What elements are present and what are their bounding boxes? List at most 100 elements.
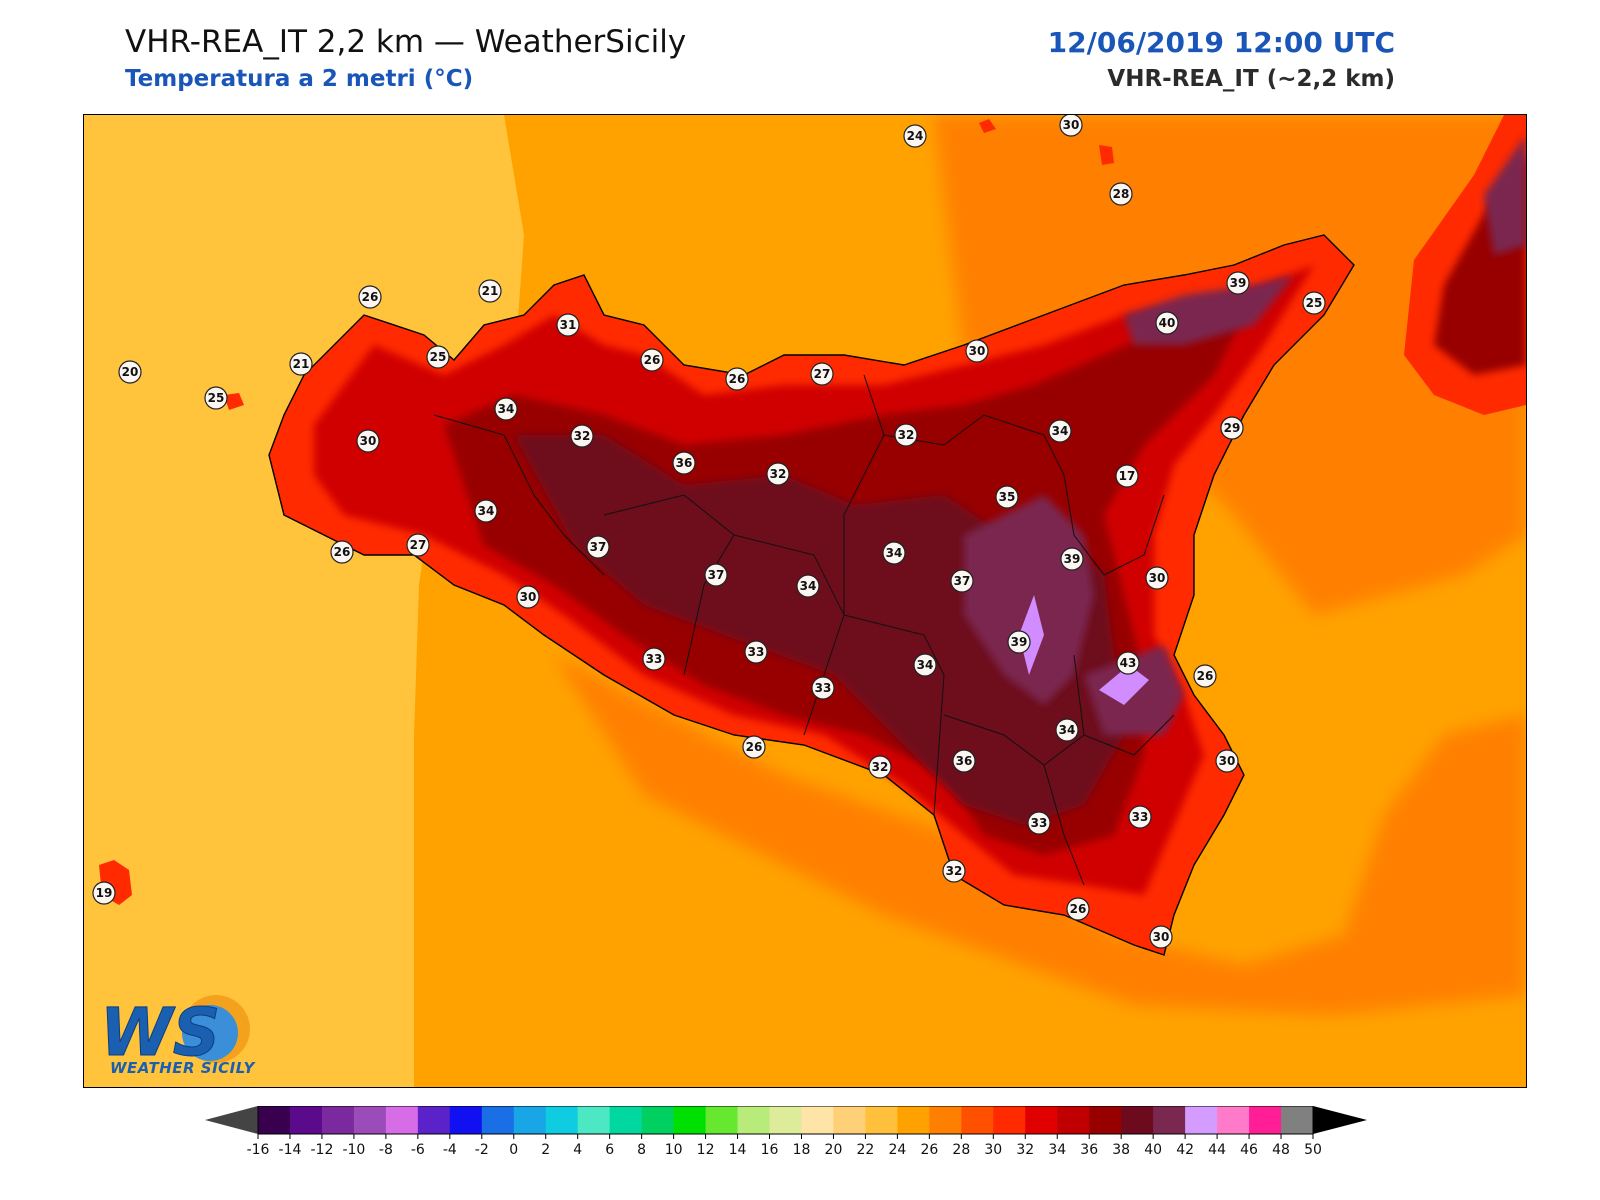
station-marker: 36 (672, 451, 696, 475)
station-value: 28 (1113, 187, 1130, 201)
colorbar-tick-label: 4 (573, 1142, 582, 1158)
colorbar-cell (577, 1106, 611, 1134)
peak-heat-iblei (1099, 665, 1149, 705)
colorbar-cell (513, 1106, 547, 1134)
station-value: 25 (430, 350, 447, 364)
station-marker: 17 (1115, 464, 1139, 488)
station-marker: 32 (766, 462, 790, 486)
colorbar-tick-label: 18 (793, 1142, 811, 1158)
colorbar-over-arrow (1313, 1106, 1367, 1134)
station-value: 30 (520, 590, 537, 604)
colorbar-cell (1057, 1106, 1090, 1134)
station-value: 26 (334, 545, 351, 559)
colorbar-tick-label: 0 (509, 1142, 518, 1158)
station-marker: 33 (642, 647, 666, 671)
station-marker: 26 (330, 540, 354, 564)
colorbar-cell (385, 1106, 419, 1134)
station-value: 17 (1119, 469, 1136, 483)
station-marker: 25 (1302, 291, 1326, 315)
station-marker: 21 (289, 352, 313, 376)
station-value: 31 (560, 318, 577, 332)
station-marker: 26 (742, 735, 766, 759)
station-marker: 28 (1109, 182, 1133, 206)
station-value: 37 (708, 568, 725, 582)
colorbar-tick-label: 50 (1304, 1142, 1322, 1158)
station-marker: 30 (1059, 115, 1083, 137)
station-value: 33 (748, 645, 765, 659)
station-value: 30 (1219, 754, 1236, 768)
colorbar-cell (833, 1106, 866, 1134)
map-title: VHR-REA_IT 2,2 km — WeatherSicily (125, 24, 687, 60)
station-marker: 40 (1155, 311, 1179, 335)
colorbar-cell (1153, 1106, 1186, 1134)
colorbar-tick-label: 46 (1240, 1142, 1258, 1158)
colorbar-cell (673, 1106, 707, 1134)
logo-text: WEATHER SICILY (110, 1059, 255, 1077)
station-value: 25 (1306, 296, 1323, 310)
station-marker: 26 (640, 348, 664, 372)
station-marker: 39 (1060, 547, 1084, 571)
colorbar-tick-label: 20 (825, 1142, 843, 1158)
island-aeolian-2 (979, 119, 996, 133)
station-marker: 24 (903, 124, 927, 148)
station-marker: 30 (1215, 749, 1239, 773)
station-value: 34 (498, 402, 515, 416)
colorbar-tick-label: 48 (1272, 1142, 1290, 1158)
station-value: 37 (590, 540, 607, 554)
colorbar-cell (1217, 1106, 1250, 1134)
station-marker: 30 (356, 429, 380, 453)
colorbar-cell (1121, 1106, 1154, 1134)
station-marker: 34 (913, 653, 937, 677)
station-marker: 20 (118, 360, 142, 384)
station-value: 26 (362, 290, 379, 304)
station-value: 36 (676, 456, 693, 470)
station-value: 27 (814, 367, 831, 381)
model-name: VHR-REA_IT (~2,2 km) (1107, 66, 1395, 92)
coastline (268, 234, 1355, 956)
calabria-max (1484, 135, 1526, 255)
colorbar-cell (865, 1106, 898, 1134)
station-value: 33 (646, 652, 663, 666)
colorbar-tick-label: 30 (984, 1142, 1002, 1158)
island-egadi (224, 393, 244, 410)
station-marker: 34 (1048, 419, 1072, 443)
colorbar: -16 -14 -12 -10 -8 -6 -4 -2 0 2 4 6 8 10 12 14 16 18 20 22 2… (205, 1106, 1367, 1158)
station-marker: 30 (965, 339, 989, 363)
station-value: 40 (1159, 316, 1176, 330)
province-boundaries (433, 374, 1175, 886)
station-value: 32 (946, 864, 963, 878)
station-value: 32 (898, 428, 915, 442)
station-marker: 32 (942, 859, 966, 883)
station-marker: 34 (1055, 718, 1079, 742)
colorbar-tick-label: -16 (247, 1142, 270, 1158)
colorbar-cell (1185, 1106, 1218, 1134)
colorbar-tick-label: -10 (342, 1142, 365, 1158)
station-value: 26 (1197, 669, 1214, 683)
colorbar-under-arrow (205, 1106, 258, 1134)
colorbar-tick-label: -4 (443, 1142, 457, 1158)
station-value: 25 (208, 391, 225, 405)
colorbar-frame (257, 1106, 1314, 1135)
station-marker: 30 (1145, 566, 1169, 590)
colorbar-cell (961, 1106, 994, 1134)
colorbar-tick-label: 22 (857, 1142, 875, 1158)
temperature-map[interactable]: 30 24 28 26 21 31 20 21 25 25 34 26 26 27 30 32 30 37 39 40… (83, 114, 1527, 1088)
station-value: 30 (1063, 118, 1080, 132)
colorbar-tick-label: 28 (952, 1142, 970, 1158)
station-marker: 33 (1027, 811, 1051, 835)
station-marker: 37 (704, 563, 728, 587)
station-value: 21 (293, 357, 310, 371)
station-marker: 26 (1193, 664, 1217, 688)
colorbar-tick-label: -8 (379, 1142, 393, 1158)
station-value: 19 (96, 886, 113, 900)
colorbar-tick-label: -14 (279, 1142, 302, 1158)
station-marker: 37 (950, 569, 974, 593)
colorbar-tick-label: -12 (311, 1142, 334, 1158)
station-value: 34 (800, 579, 817, 593)
station-value: 43 (1120, 656, 1137, 670)
station-marker: 25 (426, 345, 450, 369)
station-value: 26 (729, 372, 746, 386)
station-marker: 31 (556, 313, 580, 337)
colorbar-cell (449, 1106, 483, 1134)
peak-heat-etna (1019, 595, 1044, 675)
